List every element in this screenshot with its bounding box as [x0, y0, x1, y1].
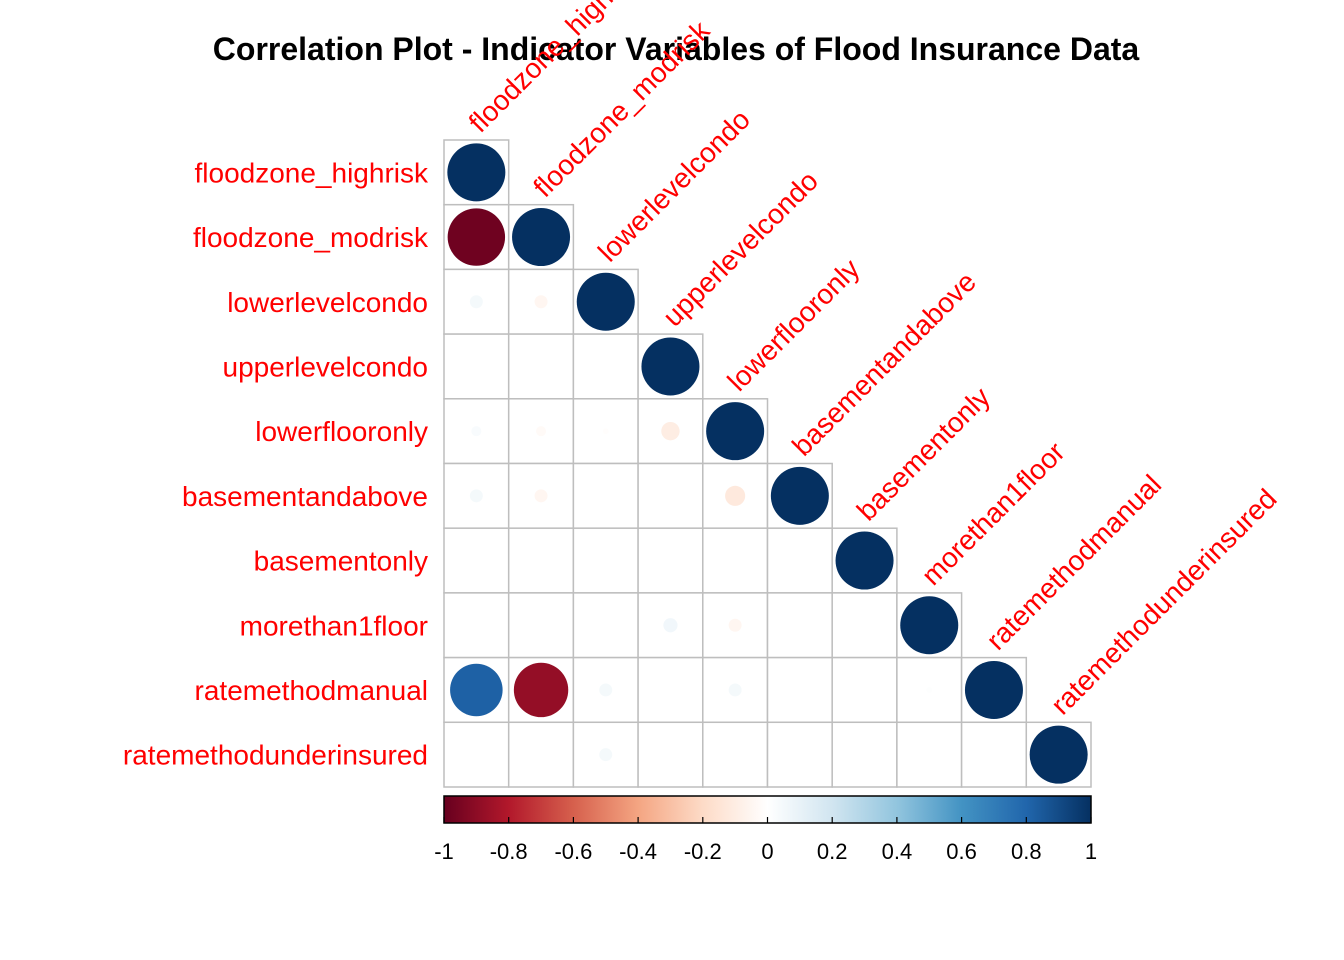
grid-cell [572, 592, 639, 659]
grid-cell [443, 333, 510, 400]
correlation-circle [602, 428, 609, 435]
correlation-circle [450, 663, 503, 717]
row-label: upperlevelcondo [223, 351, 429, 382]
row-label: basementandabove [182, 481, 428, 512]
row-labels: floodzone_highrisk floodzone_modrisklower… [123, 157, 429, 770]
grid-cell [766, 721, 833, 788]
grid-cell [507, 592, 575, 659]
row-label: ratemethodunderinsured [123, 740, 428, 771]
correlation-circle [835, 531, 894, 590]
colorbar: -1 -0.8 -0.6 -0.4 -0.2 0 0.2 0.4 0.6 0.8 1 [434, 795, 1097, 864]
row-label: floodzone_modrisk [193, 222, 429, 253]
correlation-circle [706, 402, 765, 461]
correlation-circle [900, 596, 959, 655]
row-label: floodzone_highrisk [195, 157, 429, 188]
colorbar-tick-label: -0.8 [490, 839, 528, 864]
correlation-circle [536, 426, 547, 437]
row-label: lowerlevelcondo [227, 287, 428, 318]
correlation-circle [964, 660, 1023, 719]
colorbar-tick-label: 1 [1085, 839, 1097, 864]
chart-title: Correlation Plot - Indicator Variables o… [213, 31, 1140, 67]
column-label: lowerflooronly [721, 253, 865, 397]
correlation-circle [513, 662, 569, 718]
correlation-circle [447, 208, 506, 266]
correlation-circle [661, 421, 680, 441]
grid-cell [766, 527, 833, 594]
correlation-circle [512, 208, 571, 267]
grid-cell [443, 721, 510, 788]
correlation-circle [447, 143, 506, 202]
grid-cell [831, 656, 898, 724]
correlation-circle [770, 466, 829, 525]
grid-cell [572, 333, 639, 400]
colorbar-tick-label: 0 [761, 839, 773, 864]
colorbar-tick-label: 0.8 [1011, 839, 1042, 864]
row-label: basementonly [254, 546, 428, 577]
grid-cell [960, 721, 1028, 788]
grid-cell [637, 462, 704, 529]
correlation-circle [1029, 725, 1088, 784]
colorbar-tick-label: -1 [434, 839, 454, 864]
grid-cell [831, 721, 898, 788]
colorbar-tick-label: -0.6 [554, 839, 592, 864]
row-label: morethan1floor [240, 610, 428, 641]
grid-cell [443, 527, 510, 594]
correlation-circle [599, 683, 613, 697]
grid-cell [702, 527, 769, 594]
grid-cell [766, 656, 833, 724]
correlation-circle [926, 687, 933, 693]
colorbar-tick-label: -0.2 [684, 839, 722, 864]
correlation-circle [725, 485, 746, 506]
grid-cell [507, 333, 575, 400]
column-label: basementonly [851, 381, 996, 526]
correlation-circle [471, 426, 482, 437]
grid-cell [637, 721, 704, 788]
grid-cell [896, 721, 963, 788]
grid-cell [443, 592, 510, 659]
column-label: ratemethodunderinsured [1045, 483, 1283, 721]
correlation-circle [534, 295, 548, 309]
colorbar-tick-label: 0.6 [946, 839, 977, 864]
correlation-circle [728, 618, 742, 632]
grid-cell [507, 721, 575, 788]
colorbar-tick-label: -0.4 [619, 839, 657, 864]
correlation-circle [534, 489, 548, 503]
grid-cell [831, 592, 898, 659]
correlation-circle [599, 748, 613, 762]
correlation-circle [641, 337, 700, 396]
row-label: ratemethodmanual [195, 675, 428, 706]
correlation-circle [469, 295, 483, 309]
grid-cell [572, 462, 639, 529]
colorbar-tick-label: 0.4 [882, 839, 913, 864]
grid-cell [702, 721, 769, 788]
circle-layer [447, 143, 1088, 784]
grid-cell [637, 527, 704, 594]
grid-cell [637, 656, 704, 724]
correlation-circle [728, 683, 742, 697]
correlation-circle [469, 489, 483, 503]
grid-cell [507, 527, 575, 594]
correlation-circle [663, 618, 678, 633]
correlation-circle [576, 272, 635, 331]
grid-cell [572, 527, 639, 594]
row-label: lowerflooronly [255, 416, 428, 447]
colorbar-tick-label: 0.2 [817, 839, 848, 864]
grid-cell [766, 592, 833, 659]
